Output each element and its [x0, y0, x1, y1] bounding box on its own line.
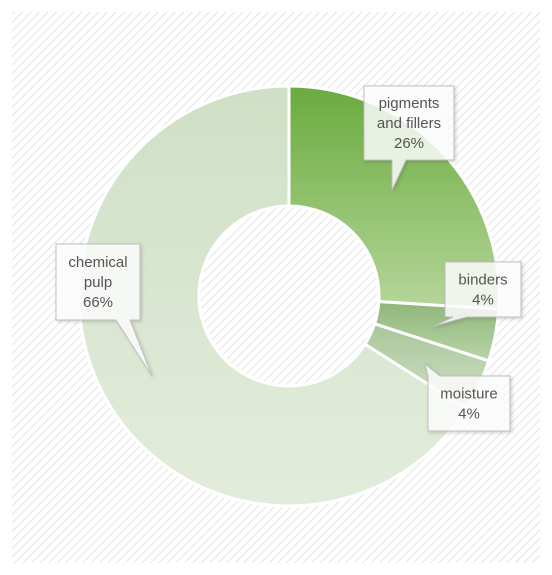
- callout-chemical-pulp: chemical pulp 66%: [55, 243, 153, 377]
- callout-box: [424, 362, 511, 432]
- callout-binders: binders 4%: [433, 261, 522, 327]
- data-label: 4%: [458, 406, 480, 423]
- callout-pigments-and-fillers: pigments and fillers 26%: [363, 85, 455, 191]
- data-label: and fillers: [377, 115, 441, 132]
- data-label: binders: [458, 272, 507, 289]
- callout-box: [433, 261, 522, 327]
- data-label: moisture: [440, 386, 498, 403]
- data-label: 26%: [394, 135, 424, 152]
- callout-box: [363, 85, 455, 191]
- data-label: pulp: [84, 274, 112, 291]
- data-label: 4%: [472, 292, 494, 309]
- callouts-group: pigments and fillers 26% binders 4% moisture 4…: [55, 85, 522, 432]
- slice-chemical-pulp: [77, 84, 469, 508]
- data-label: chemical: [68, 254, 127, 271]
- callout-box: [55, 243, 153, 377]
- data-label: 66%: [83, 294, 113, 311]
- slices-group: [77, 84, 501, 508]
- callout-moisture: moisture 4%: [424, 362, 511, 432]
- data-label: pigments: [379, 95, 440, 112]
